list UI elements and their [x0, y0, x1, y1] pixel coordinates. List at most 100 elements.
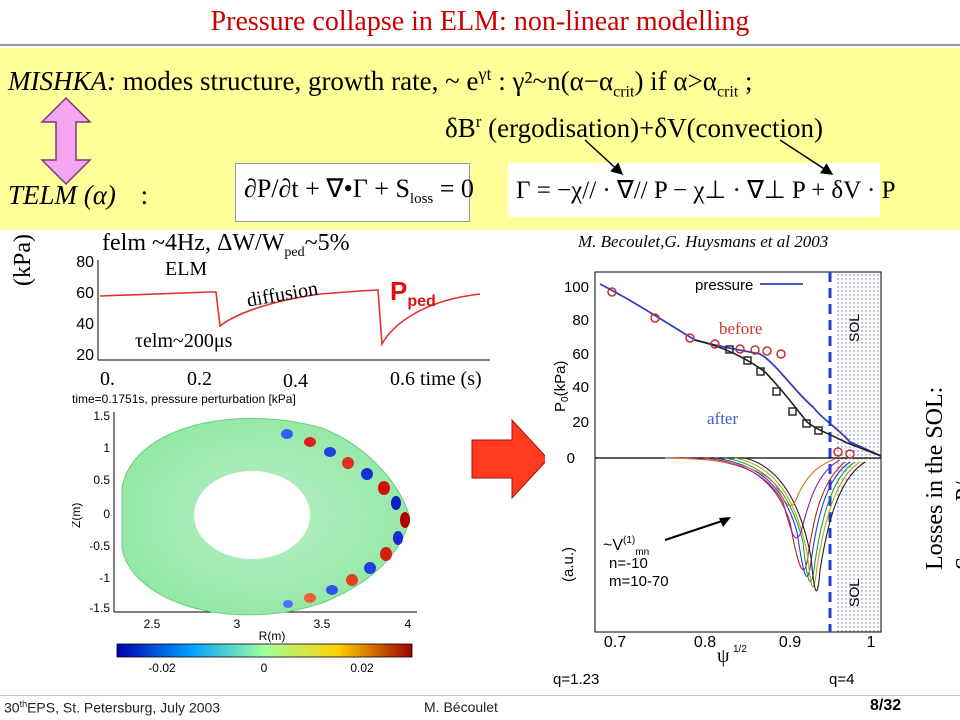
colorbar	[116, 643, 413, 658]
after-label: after	[707, 409, 738, 428]
slide-title: Pressure collapse in ELM: non-linear mod…	[210, 6, 750, 37]
plasma-hole	[194, 471, 310, 559]
pped-heading-text: felm ~4Hz, ΔW/W	[102, 230, 285, 256]
contour-panel: time=0.1751s, pressure perturbation [kPa…	[72, 392, 472, 675]
ergodisation-text: (ergodisation)+δV(convection)	[481, 113, 824, 143]
profile-xlabel: ψ	[717, 645, 730, 667]
pped-heading-end: ~5%	[304, 230, 350, 256]
pped-ylabel-text: (kPa)	[10, 234, 36, 286]
contour-chart: 1.5 1 0.5 0 -0.5 -1 -1.5 Z(m) 2.5 3 3.5 …	[72, 409, 417, 675]
mishka-end: ;	[738, 66, 753, 96]
sol-label-bottom: SOL	[846, 579, 862, 607]
q-left: q=1.23	[553, 671, 599, 688]
double-arrow-icon	[40, 96, 92, 186]
equation-sub: loss	[409, 191, 434, 208]
before-markers	[607, 287, 855, 459]
profile-ytick: 60	[572, 346, 589, 363]
flux-equation: Γ = −χ// · ∇// P − χ⊥ · ∇⊥ P + δV · P	[508, 163, 896, 217]
mishka-label: MISHKA:	[8, 66, 116, 96]
telm-label: TELM (α)	[8, 180, 116, 210]
pped-heading-sub: ped	[284, 244, 305, 260]
footer-conference: 30thEPS, St. Petersburg, July 2003	[4, 699, 221, 716]
pped-xtick: 0.4	[283, 370, 308, 392]
pped-label-sub: ped	[407, 293, 436, 311]
contour-caption: time=0.1751s, pressure perturbation [kPa…	[72, 392, 296, 406]
contour-xtick: 4	[405, 617, 412, 631]
pped-ytick: 40	[76, 316, 94, 333]
contour-ytick: 1.5	[93, 409, 110, 423]
profile-ytick: 0	[567, 450, 575, 467]
contour-ytick: -0.5	[89, 539, 110, 553]
contour-ytick: 0.5	[93, 473, 110, 487]
m-label: m=10-70	[609, 573, 669, 590]
telm-line: TELM (α) :	[8, 180, 148, 211]
pped-label-text: P	[390, 276, 408, 306]
colorbar-tick: -0.02	[148, 661, 176, 675]
mode-pointer-head	[719, 517, 731, 527]
sol-label-top: SOL	[846, 314, 862, 342]
profile-xtick: 0.9	[779, 634, 801, 651]
mode-curves	[664, 457, 866, 592]
title-divider	[0, 44, 960, 46]
continuity-equation: ∂P/∂t + ∇•Γ + Sloss = 0	[235, 163, 474, 222]
q-right: q=4	[829, 671, 854, 688]
profile-xtick: 0.7	[604, 634, 626, 651]
profile-ylabel: P0(kPa)	[552, 361, 571, 412]
mishka-crit2: crit	[716, 83, 739, 101]
profile-xtick: 1	[867, 634, 876, 651]
mishka-growth: : γ²~n(α−α	[491, 66, 614, 96]
pped-trace-line	[99, 289, 481, 347]
contour-xtick: 2.5	[144, 617, 161, 631]
n-label: n=-10	[609, 555, 648, 572]
colorbar-tick: 0	[261, 661, 268, 675]
pped-ylabel: (kPa)	[10, 234, 37, 286]
contour-ytick: -1	[99, 571, 110, 585]
right-arrow-icon	[471, 418, 549, 500]
profile-au: (a.u.)	[560, 547, 577, 582]
before-label: before	[719, 319, 762, 338]
page-number: 8/32	[870, 697, 902, 714]
flux-text: Γ = −χ// · ∇// P − χ⊥ · ∇⊥ P + δV · P	[516, 177, 896, 204]
mishka-cond: ) if α>α	[634, 66, 717, 96]
profile-legend: pressure	[695, 277, 753, 294]
mishka-crit: crit	[613, 83, 635, 101]
footer-author: M. Bécoulet	[424, 699, 498, 715]
pped-heading: felm ~4Hz, ΔW/Wped~5%	[102, 230, 350, 261]
mishka-text: modes structure, growth rate, ~ e	[122, 66, 479, 96]
tau-elm-label: τelm~200μs	[135, 330, 233, 352]
contour-ytick: 0	[103, 507, 110, 521]
equation-lhs: ∂P/∂t + ∇•Γ + S	[244, 174, 410, 203]
profile-ytick: 40	[572, 379, 589, 396]
pped-xtick: 0.2	[187, 368, 212, 390]
db-sup: r	[475, 112, 482, 131]
losses-panel: Losses in the SOL: Sloss= - P/τ//	[886, 270, 960, 580]
pped-ytick: 60	[76, 285, 94, 302]
telm-colon: :	[140, 180, 149, 210]
pped-xtick: 0.6 time (s)	[390, 368, 482, 390]
mode-pointer	[664, 519, 726, 541]
contour-ytick: -1.5	[89, 601, 110, 615]
perturbation-blobs	[281, 429, 410, 608]
contour-xlabel: R(m)	[259, 629, 286, 643]
footer-divider	[0, 695, 960, 696]
mode-label: ~V(1)mn	[603, 535, 649, 558]
contour-ylabel: Z(m)	[72, 503, 83, 528]
pped-ytick: 20	[76, 347, 94, 364]
profile-panel: pressure 100 80 60 40 20 0 0.7 0.8 0.9 1…	[545, 262, 885, 692]
contour-xtick: 3.5	[314, 617, 331, 631]
pointer-arrows	[584, 139, 834, 176]
losses-formula: Sloss= - P/τ//	[952, 471, 960, 570]
elm-label: ELM	[165, 258, 208, 280]
pped-trace-chart: 80 60 40 20	[76, 256, 490, 364]
mishka-exp: γt	[478, 64, 492, 84]
pped-label: Pped	[390, 276, 436, 311]
profile-ytick: 20	[572, 414, 589, 431]
contour-xtick: 3	[234, 617, 241, 631]
citation: M. Becoulet,G. Huysmans et al 2003	[578, 232, 829, 251]
profile-chart: pressure 100 80 60 40 20 0 0.7 0.8 0.9 1…	[552, 271, 882, 688]
ergodisation-line: δBr (ergodisation)+δV(convection)	[445, 112, 823, 144]
pped-ytick: 80	[76, 256, 94, 271]
profile-xlabel-sup: 1/2	[733, 644, 747, 655]
colorbar-tick: 0.02	[350, 661, 374, 675]
mishka-line: MISHKA: modes structure, growth rate, ~ …	[8, 64, 753, 101]
